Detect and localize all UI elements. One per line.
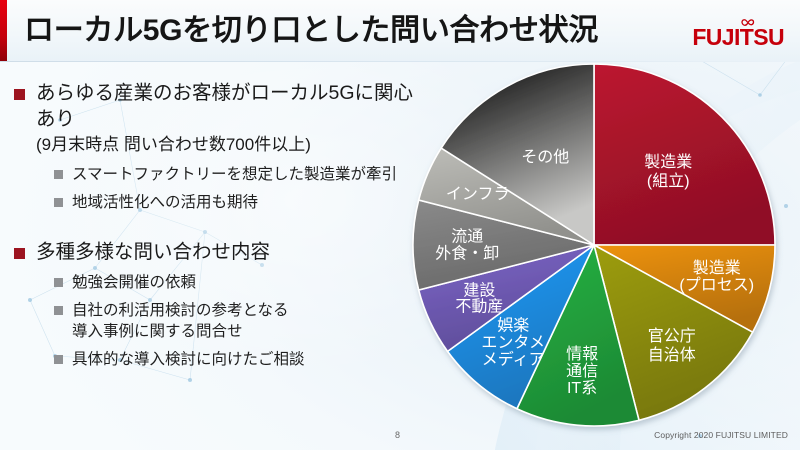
bullet-item-1-2-label: 地域活性化への活用も期待 — [72, 194, 259, 211]
page-number: 8 — [395, 430, 401, 440]
bullet-note-1: (9月末時点 問い合わせ数700件以上) — [36, 135, 311, 154]
pie-slice-label-line: (プロセス) — [679, 276, 754, 294]
pie-slice[interactable] — [593, 244, 776, 334]
fujitsu-infinity-icon — [741, 19, 755, 26]
bullet-item-2-1-label: 勉強会開催の依頼 — [72, 274, 197, 291]
pie-slice-label-line: 官公庁 — [648, 327, 696, 345]
pie-slice-label-line: 不動産 — [455, 298, 503, 316]
square-bullet-sub-icon — [54, 355, 63, 364]
pie-slice[interactable] — [593, 63, 776, 246]
bullet-heading-2-label: 多種多様な問い合わせ内容 — [36, 241, 271, 263]
square-bullet-sub-icon — [54, 170, 63, 179]
square-bullet-sub-icon — [54, 198, 63, 207]
pie-slice-label-line: 通信 — [566, 362, 598, 380]
square-bullet-icon — [14, 248, 25, 259]
bullet-item-2-2-line2: 導入事例に関する問合せ — [72, 323, 243, 340]
bullet-item-2-2: 自社の利活用検討の参考となる 導入事例に関する問合せ — [54, 300, 414, 342]
pie-slice-label-line: 情報 — [566, 345, 598, 363]
pie-slice-label-line: (組立) — [647, 172, 690, 190]
square-bullet-sub-icon — [54, 306, 63, 315]
bullet-section-1: あらゆる産業のお客様がローカル5Gに関心あり (9月末時点 問い合わせ数700件… — [14, 80, 414, 213]
pie-slice-label: 建設不動産 — [455, 282, 503, 316]
pie-slice-label: 娯楽エンタメメディア — [481, 317, 545, 369]
pie-slice-label-line: 外食・卸 — [435, 244, 499, 262]
title-underline — [0, 61, 800, 62]
square-bullet-icon — [14, 89, 25, 100]
content-bullets: あらゆる産業のお客様がローカル5Gに関心あり (9月末時点 問い合わせ数700件… — [14, 70, 414, 370]
pie-slice-label-line: 流通 — [451, 227, 483, 245]
pie-slice[interactable] — [440, 63, 595, 247]
pie-slice-label-line: IT系 — [567, 379, 597, 397]
pie-slice[interactable] — [592, 243, 754, 422]
bullet-heading-1-label: あらゆる産業のお客様がローカル5Gに関心あり — [36, 82, 414, 130]
pie-slice-label: 製造業(プロセス) — [679, 259, 754, 294]
pie-slice-label: 流通外食・卸 — [435, 227, 499, 262]
pie-slice-label-line: 建設 — [463, 282, 495, 300]
pie-slice-label: その他 — [521, 148, 569, 166]
bullet-item-2-1: 勉強会開催の依頼 — [54, 272, 414, 293]
bullet-section-2: 多種多様な問い合わせ内容 勉強会開催の依頼 自社の利活用検討の参考となる 導入事… — [14, 239, 414, 370]
pie-slice-label: 製造業(組立) — [644, 153, 692, 190]
bullet-item-2-2-line1: 自社の利活用検討の参考となる — [72, 302, 289, 319]
bullet-item-1-2: 地域活性化への活用も期待 — [54, 192, 414, 213]
bullet-heading-1: あらゆる産業のお客様がローカル5Gに関心あり — [14, 80, 414, 132]
bullet-item-2-2-label: 自社の利活用検討の参考となる 導入事例に関する問合せ — [72, 300, 289, 342]
square-bullet-sub-icon — [54, 278, 63, 287]
page-title: ローカル5Gを切り口とした問い合わせ状況 — [24, 14, 599, 47]
pie-slice-label: 情報通信 IT系 — [566, 345, 598, 397]
pie-slice-label-line: メディア — [482, 350, 545, 369]
bullet-item-1-1: スマートファクトリーを想定した製造業が牽引 — [54, 164, 414, 185]
pie-slice[interactable] — [446, 244, 595, 410]
bullet-item-1-1-label: スマートファクトリーを想定した製造業が牽引 — [72, 166, 398, 183]
pie-slice[interactable] — [515, 242, 640, 427]
pie-slice-label-line: 製造業 — [693, 259, 741, 277]
pie-slice-label-line: 製造業 — [644, 153, 692, 171]
bullet-heading-2: 多種多様な問い合わせ内容 — [14, 239, 414, 265]
slide-title-bar: ローカル5Gを切り口とした問い合わせ状況 FUJITSU — [0, 0, 800, 62]
pie-slice-label-line: 娯楽 — [497, 317, 529, 335]
pie-slice-label-line: 自治体 — [648, 346, 696, 364]
pie-slice-label: インフラ — [446, 186, 510, 203]
pie-slice-label-line: その他 — [521, 148, 569, 166]
pie-slice-label: 官公庁自治体 — [648, 327, 696, 364]
bullet-item-2-3-label: 具体的な導入検討に向けたご相談 — [72, 351, 305, 368]
bullet-item-2-3: 具体的な導入検討に向けたご相談 — [54, 349, 414, 370]
copyright-notice: Copyright 2020 FUJITSU LIMITED — [654, 430, 788, 440]
fujitsu-logo: FUJITSU — [692, 24, 784, 50]
pie-slice-label-line: エンタメ — [481, 334, 545, 352]
pie-slice[interactable] — [412, 199, 595, 291]
pie-slice-label-line: インフラ — [446, 186, 510, 203]
title-accent-bar — [0, 0, 7, 62]
pie-slice-group — [412, 63, 776, 427]
